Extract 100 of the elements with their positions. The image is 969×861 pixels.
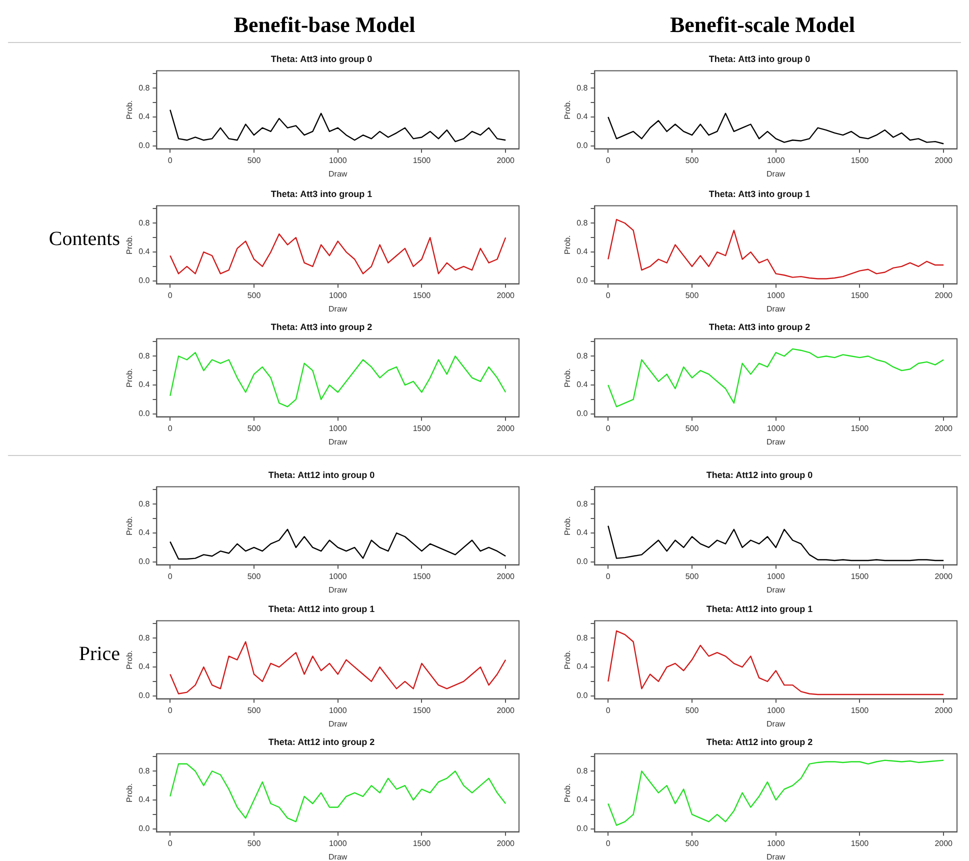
x-tick-label: 500	[685, 572, 700, 581]
y-tick-label: 0.0	[138, 824, 150, 834]
chart-title: Theta: Att3 into group 2	[708, 322, 810, 332]
x-tick-label: 2000	[496, 290, 516, 300]
y-axis-title: Prob.	[563, 235, 572, 254]
x-axis-title: Draw	[766, 852, 786, 861]
y-tick-label: 0.0	[138, 691, 150, 700]
x-tick-label: 0	[606, 290, 611, 300]
x-tick-label: 2000	[934, 156, 954, 165]
y-tick-label: 0.4	[138, 795, 150, 804]
x-tick-label: 500	[685, 290, 700, 300]
chart-title: Theta: Att3 into group 1	[708, 188, 810, 199]
x-tick-label: 1000	[766, 572, 786, 581]
x-tick-label: 1000	[766, 706, 786, 715]
y-tick-label: 0.4	[576, 528, 588, 538]
y-axis-title: Prob.	[125, 368, 134, 388]
x-tick-label: 1500	[412, 572, 432, 581]
y-tick-label: 0.8	[138, 499, 150, 508]
x-axis-title: Draw	[766, 719, 786, 728]
x-tick-label: 500	[247, 290, 262, 300]
y-tick-label: 0.8	[576, 83, 588, 92]
x-tick-label: 0	[168, 156, 173, 165]
y-tick-label: 0.8	[138, 766, 150, 776]
x-tick-label: 1500	[412, 290, 432, 300]
y-tick-label: 0.4	[138, 662, 150, 672]
x-tick-label: 0	[168, 424, 173, 433]
text: Contents	[48, 228, 120, 251]
x-axis-title: Draw	[328, 437, 348, 446]
y-tick-label: 0.8	[576, 766, 588, 776]
x-tick-label: 2000	[934, 572, 954, 581]
y-tick-label: 0.4	[576, 795, 588, 804]
x-tick-label: 2000	[934, 290, 954, 300]
x-tick-label: 500	[247, 572, 262, 581]
x-tick-label: 1000	[328, 838, 348, 848]
y-axis-title: Prob.	[563, 650, 572, 670]
y-tick-label: 0.8	[138, 633, 150, 642]
y-tick-label: 0.0	[138, 141, 150, 150]
x-tick-label: 1000	[328, 706, 348, 715]
x-tick-label: 0	[606, 156, 611, 165]
x-tick-label: 500	[247, 424, 262, 433]
y-axis-title: Prob.	[125, 783, 134, 802]
y-tick-label: 0.4	[138, 528, 150, 538]
y-tick-label: 0.0	[138, 557, 150, 566]
x-tick-label: 0	[168, 290, 173, 300]
x-tick-label: 2000	[496, 156, 516, 165]
chart-title: Theta: Att12 into group 2	[706, 736, 813, 747]
x-tick-label: 0	[168, 706, 173, 715]
y-tick-label: 0.8	[576, 218, 588, 228]
x-tick-label: 0	[606, 838, 611, 848]
x-tick-label: 1000	[766, 290, 786, 300]
y-axis-title: Prob.	[125, 235, 134, 254]
y-tick-label: 0.4	[138, 247, 150, 256]
y-tick-label: 0.0	[576, 276, 588, 286]
x-tick-label: 1000	[328, 290, 348, 300]
x-tick-label: 0	[606, 572, 611, 581]
chart-title: Theta: Att12 into group 1	[706, 604, 813, 614]
x-axis-title: Draw	[766, 304, 786, 314]
x-tick-label: 1500	[412, 838, 432, 848]
y-tick-label: 0.4	[576, 112, 588, 122]
x-tick-label: 500	[685, 838, 700, 848]
y-tick-label: 0.0	[138, 276, 150, 286]
y-tick-label: 0.4	[576, 247, 588, 256]
y-tick-label: 0.0	[576, 409, 588, 418]
y-tick-label: 0.0	[138, 409, 150, 418]
y-tick-label: 0.8	[576, 351, 588, 360]
x-axis-title: Draw	[328, 585, 348, 594]
chart-title: Theta: Att3 into group 0	[270, 54, 372, 64]
x-tick-label: 1000	[328, 572, 348, 581]
x-axis-title: Draw	[766, 585, 786, 594]
x-tick-label: 1000	[766, 838, 786, 848]
y-axis-title: Prob.	[125, 650, 134, 670]
x-tick-label: 1000	[766, 156, 786, 165]
y-axis-title: Prob.	[563, 516, 572, 536]
y-tick-label: 0.4	[576, 662, 588, 672]
x-tick-label: 1500	[412, 156, 432, 165]
x-axis-title: Draw	[766, 169, 786, 178]
chart-title: Theta: Att3 into group 2	[270, 322, 372, 332]
chart-title: Theta: Att3 into group 0	[708, 54, 810, 64]
x-tick-label: 500	[247, 706, 262, 715]
y-tick-label: 0.4	[138, 380, 150, 390]
y-axis-title: Prob.	[563, 100, 572, 120]
x-tick-label: 1500	[850, 706, 870, 715]
x-axis-title: Draw	[766, 437, 786, 446]
x-tick-label: 0	[606, 424, 611, 433]
text: Price	[78, 643, 120, 666]
chart-title: Theta: Att12 into group 1	[268, 604, 375, 614]
y-tick-label: 0.8	[138, 218, 150, 228]
x-axis-title: Draw	[328, 169, 348, 178]
chart-title: Theta: Att12 into group 2	[268, 736, 375, 747]
y-tick-label: 0.8	[576, 633, 588, 642]
y-tick-label: 0.0	[576, 824, 588, 834]
x-tick-label: 2000	[934, 424, 954, 433]
x-tick-label: 0	[168, 838, 173, 848]
x-tick-label: 1000	[328, 156, 348, 165]
x-tick-label: 1500	[850, 290, 870, 300]
y-axis-title: Prob.	[125, 100, 134, 120]
y-tick-label: 0.0	[576, 691, 588, 700]
x-axis-title: Draw	[328, 719, 348, 728]
y-tick-label: 0.4	[138, 112, 150, 122]
y-tick-label: 0.0	[576, 141, 588, 150]
